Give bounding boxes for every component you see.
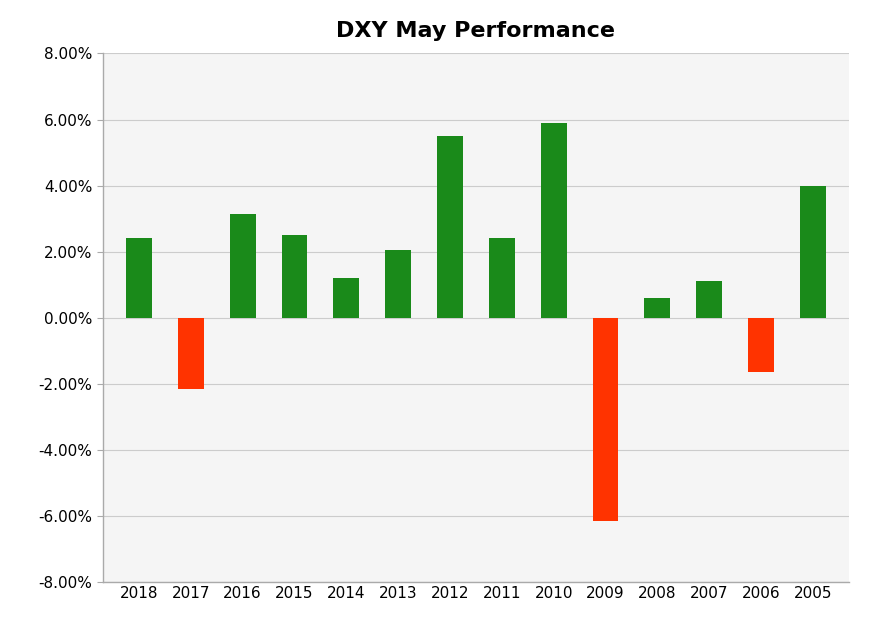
Title: DXY May Performance: DXY May Performance	[336, 21, 614, 41]
Bar	[282, 235, 307, 318]
Bar	[229, 213, 255, 318]
Bar	[747, 318, 773, 372]
Bar	[488, 238, 514, 318]
Bar	[177, 318, 203, 389]
Bar	[436, 136, 462, 318]
Bar	[799, 185, 825, 318]
Bar	[695, 281, 721, 318]
Bar	[541, 123, 566, 318]
Bar	[644, 298, 669, 318]
Bar	[592, 318, 618, 521]
Bar	[333, 278, 359, 318]
Bar	[385, 250, 411, 318]
Bar	[126, 238, 152, 318]
